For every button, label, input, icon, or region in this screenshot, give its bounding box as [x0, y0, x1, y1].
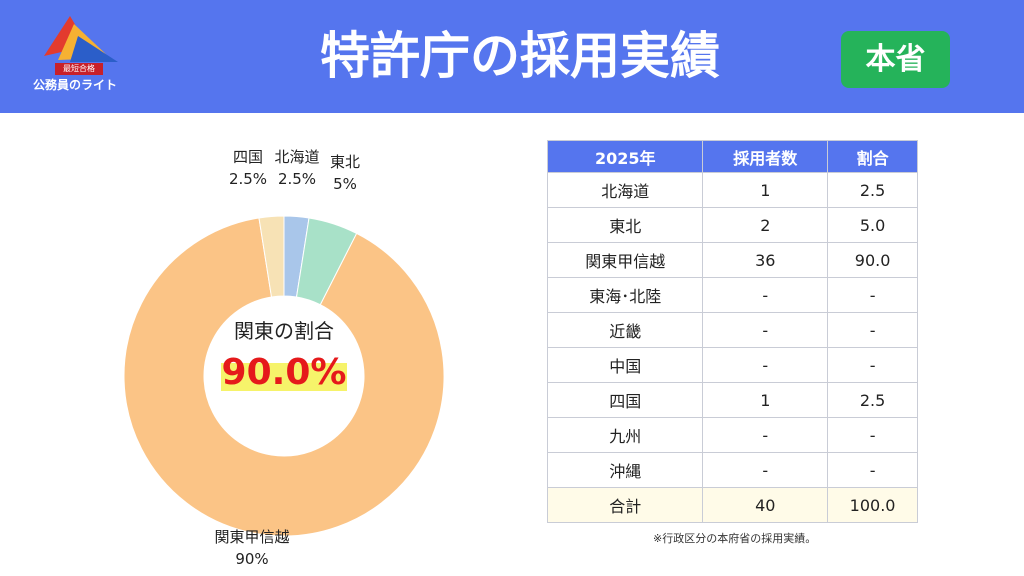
region-cell: 近畿 — [546, 312, 704, 348]
total-label-cell: 合計 — [546, 487, 704, 523]
table-row: 沖縄 - - — [546, 452, 918, 488]
region-cell: 東海･北陸 — [546, 277, 704, 313]
donut-chart: 関東の割合 90.0% 北海道 2.5% 東北 5% 関東甲信越 90% 四国 2.5% — [123, 148, 445, 568]
table-row: 九州 - - — [546, 417, 918, 453]
slice-name-label: 関東甲信越 — [214, 528, 289, 546]
table-row: 関東甲信越 36 90.0 — [546, 242, 918, 278]
category-badge: 本省 — [841, 31, 950, 88]
table-row: 中国 - - — [546, 347, 918, 383]
region-cell: 九州 — [546, 417, 704, 453]
ratio-cell: - — [827, 417, 918, 453]
count-cell: 1 — [702, 382, 829, 418]
count-cell: 2 — [702, 207, 829, 243]
slice-value-label: 2.5% — [229, 170, 267, 188]
count-cell: 1 — [702, 172, 829, 208]
total-ratio-cell: 100.0 — [827, 487, 918, 523]
ratio-cell: - — [827, 277, 918, 313]
table-row: 北海道 1 2.5 — [546, 172, 918, 208]
count-cell: - — [702, 277, 829, 313]
page-title: 特許庁の採用実績 — [320, 27, 720, 85]
count-cell: - — [702, 347, 829, 383]
logo-sail-icon — [44, 16, 118, 62]
region-cell: 東北 — [546, 207, 704, 243]
center-highlight — [221, 363, 347, 391]
ratio-cell: 5.0 — [827, 207, 918, 243]
slice-name-label: 東北 — [330, 153, 360, 171]
region-cell: 沖縄 — [546, 452, 704, 488]
ratio-cell: 2.5 — [827, 172, 918, 208]
table-row: 四国 1 2.5 — [546, 382, 918, 418]
ratio-cell: - — [827, 347, 918, 383]
table-row: 東海･北陸 - - — [546, 277, 918, 313]
region-cell: 北海道 — [546, 172, 704, 208]
column-header-count: 採用者数 — [702, 140, 829, 173]
slice-value-label: 90% — [235, 550, 268, 568]
column-header-ratio: 割合 — [827, 140, 918, 173]
slice-value-label: 2.5% — [278, 170, 316, 188]
slice-value-label: 5% — [333, 175, 357, 193]
count-cell: - — [702, 417, 829, 453]
count-cell: - — [702, 452, 829, 488]
table-row: 近畿 - - — [546, 312, 918, 348]
recruitment-table: 2025年 採用者数 割合 北海道 1 2.5 東北 2 5.0 関東甲信越 36 90.0… — [546, 140, 918, 523]
logo-badge: 最短合格 — [55, 63, 103, 75]
region-cell: 四国 — [546, 382, 704, 418]
ratio-cell: - — [827, 312, 918, 348]
ratio-cell: - — [827, 452, 918, 488]
logo: 最短合格 公務員のライト — [30, 14, 140, 96]
total-count-cell: 40 — [702, 487, 829, 523]
region-cell: 中国 — [546, 347, 704, 383]
logo-text: 公務員のライト — [33, 78, 118, 92]
count-cell: - — [702, 312, 829, 348]
center-label: 関東の割合 — [234, 319, 334, 343]
table-total-row: 合計 40 100.0 — [546, 487, 918, 523]
table-row: 東北 2 5.0 — [546, 207, 918, 243]
ratio-cell: 90.0 — [827, 242, 918, 278]
column-header-year: 2025年 — [546, 140, 704, 173]
header-bar: 最短合格 公務員のライト 特許庁の採用実績 本省 — [0, 0, 1024, 113]
region-cell: 関東甲信越 — [546, 242, 704, 278]
center-value: 90.0% — [222, 352, 347, 393]
footnote: ※行政区分の本府省の採用実績。 — [653, 532, 817, 545]
slice-name-label: 四国 — [233, 148, 263, 166]
count-cell: 36 — [702, 242, 829, 278]
ratio-cell: 2.5 — [827, 382, 918, 418]
slice-name-label: 北海道 — [274, 148, 319, 166]
table-header-row: 2025年 採用者数 割合 — [546, 140, 918, 173]
